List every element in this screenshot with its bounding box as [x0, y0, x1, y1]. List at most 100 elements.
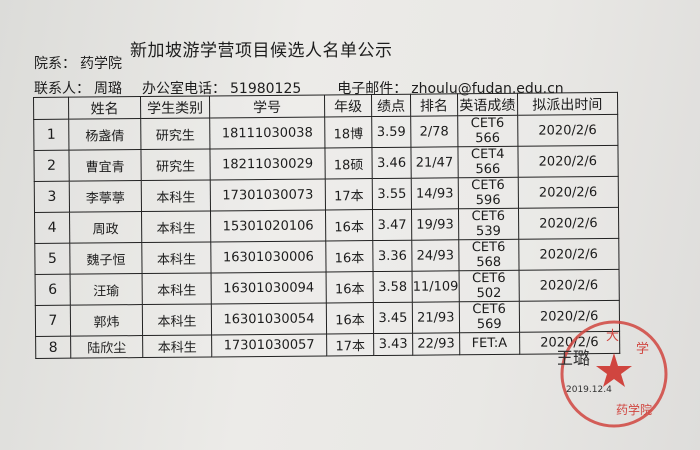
table-cell: 15301020106 [210, 209, 326, 242]
table-cell: 3.43 [373, 333, 413, 356]
table-cell: 1 [33, 119, 69, 151]
table-cell: 周政 [69, 211, 142, 244]
table-cell: FET:A [459, 332, 520, 355]
contact-label: 联系人： [34, 81, 90, 97]
column-header: 拟派出时间 [517, 92, 618, 116]
table-cell: 17本 [326, 333, 374, 356]
email-label: 电子邮件： [337, 81, 408, 97]
table-cell: 本科生 [142, 272, 212, 305]
table-row: 4 周政 本科生 15301020106 16本 3.47 19/93 CET6 539 202… [34, 207, 619, 244]
table-cell: 14/93 [411, 177, 459, 210]
seal-ring [560, 320, 668, 428]
department-value: 药学院 [80, 56, 122, 72]
table-cell: 16本 [326, 271, 374, 303]
page-title: 新加坡游学营项目候选人名单公示 [130, 41, 393, 61]
svg-text:大: 大 [606, 329, 619, 344]
contact-name: 周璐 [94, 81, 122, 97]
table-cell: 18111030038 [209, 116, 325, 149]
phone-value: 51980125 [230, 81, 302, 97]
table-cell: 16本 [325, 209, 373, 241]
table-cell: CET4 566 [457, 146, 518, 178]
table-cell: 16301030006 [210, 240, 327, 273]
column-header: 学生类别 [140, 95, 210, 119]
table-cell: 杨盏倩 [68, 118, 141, 151]
table-cell: 17301030073 [210, 178, 326, 211]
table-cell: 19/93 [411, 208, 459, 241]
table-cell: 8 [35, 336, 71, 359]
table-row: 1 杨盏倩 研究生 18111030038 18博 3.59 2/78 CET6 566 202… [33, 114, 618, 151]
table-cell: 3.55 [372, 178, 412, 210]
table-cell: 21/93 [412, 301, 460, 334]
table-cell: 3.36 [372, 240, 413, 272]
signature: 王璐 [558, 349, 590, 369]
table-cell: 5 [34, 243, 71, 275]
table-cell: 2020/2/6 [518, 207, 619, 240]
table-cell: 22/93 [412, 332, 460, 356]
table-cell: 16本 [326, 302, 374, 334]
star-icon [596, 353, 632, 387]
table-cell: 李葶葶 [69, 180, 142, 213]
table-cell: 2020/2/6 [518, 238, 619, 271]
table-cell: 3 [34, 181, 70, 213]
table-cell: CET6 566 [457, 115, 518, 147]
table-cell: 郭炜 [70, 304, 143, 337]
table-cell: 16301030054 [211, 302, 327, 335]
table-cell: 16本 [325, 240, 374, 272]
table-cell: 18211030029 [209, 147, 326, 180]
table-cell: 7 [35, 305, 71, 337]
seal-date: 2019.12.4 [566, 385, 612, 395]
table-cell: 本科生 [142, 303, 212, 336]
table-cell: 11/109 [412, 270, 460, 303]
table-cell: 17本 [325, 178, 373, 210]
phone-label: 办公室电话： [142, 81, 226, 97]
table-row: 2 曹宜青 研究生 18211030029 18硕 3.46 21/47 CET4 566 20… [33, 145, 618, 182]
candidate-table: 姓名 学生类别 学号 年级 绩点 排名 英语成绩 拟派出时间 1 杨盏倩 研究生 181110300… [33, 92, 620, 359]
table-cell: 3.46 [371, 147, 412, 179]
table-cell: 17301030057 [211, 333, 327, 357]
table-cell: 24/93 [411, 239, 459, 272]
table-cell: 2 [33, 150, 70, 182]
table-cell: 2/78 [410, 115, 458, 148]
table-cell: CET6 596 [457, 177, 519, 209]
table-cell: 本科生 [142, 334, 212, 358]
svg-text:学: 学 [636, 341, 649, 357]
table-cell: 18硕 [324, 147, 373, 179]
table-cell: 本科生 [141, 210, 211, 243]
table-cell: 本科生 [141, 179, 211, 212]
table-cell: CET6 568 [458, 239, 519, 271]
column-header: 姓名 [68, 96, 141, 120]
svg-text:药学院: 药学院 [616, 402, 652, 417]
table-row: 6 汪瑜 本科生 16301030094 16本 3.58 11/109 CET6 502 20… [35, 269, 620, 306]
table-cell: 2020/2/6 [518, 269, 620, 302]
column-header [33, 97, 69, 120]
table-cell: 3.47 [372, 209, 412, 241]
table-cell: 2020/2/6 [517, 176, 619, 209]
table-cell: 2020/2/6 [517, 145, 618, 178]
table-cell: 本科生 [141, 241, 212, 274]
table-cell: 3.59 [371, 116, 411, 148]
table-cell: 6 [35, 274, 71, 306]
table-cell: 研究生 [140, 148, 211, 181]
table-cell: 3.45 [373, 302, 413, 334]
department-label: 院系： [34, 56, 76, 72]
table-cell: 曹宜青 [68, 149, 142, 182]
table-cell: 21/47 [410, 146, 458, 179]
email-value: zhoulu@fudan.edu.cn [411, 81, 564, 97]
table-cell: 2020/2/6 [517, 114, 618, 147]
department-line: 院系： 药学院 [34, 53, 126, 73]
column-header: 绩点 [371, 94, 411, 117]
table-row: 3 李葶葶 本科生 17301030073 17本 3.55 14/93 CET6 596 20… [34, 176, 619, 213]
table-row: 5 魏子恒 本科生 16301030006 16本 3.36 24/93 CET6 568 20… [34, 238, 619, 275]
column-header: 英语成绩 [457, 93, 518, 116]
table-cell: 汪瑜 [70, 273, 143, 306]
table-cell: 3.58 [373, 271, 413, 303]
contact-line: 联系人： 周璐 办公室电话： 51980125 电子邮件： zhoulu@fudan.ed… [34, 78, 568, 98]
table-cell: 16301030094 [211, 271, 327, 304]
column-header: 年级 [324, 94, 372, 117]
column-header: 学号 [209, 94, 325, 118]
table-cell: CET6 539 [458, 208, 519, 240]
table-cell: CET6 569 [459, 301, 520, 333]
table-cell: 研究生 [140, 117, 210, 150]
official-seal: 大 学 药学院 王璐 2019.12.4 [558, 320, 668, 428]
table-cell: 4 [34, 212, 70, 244]
